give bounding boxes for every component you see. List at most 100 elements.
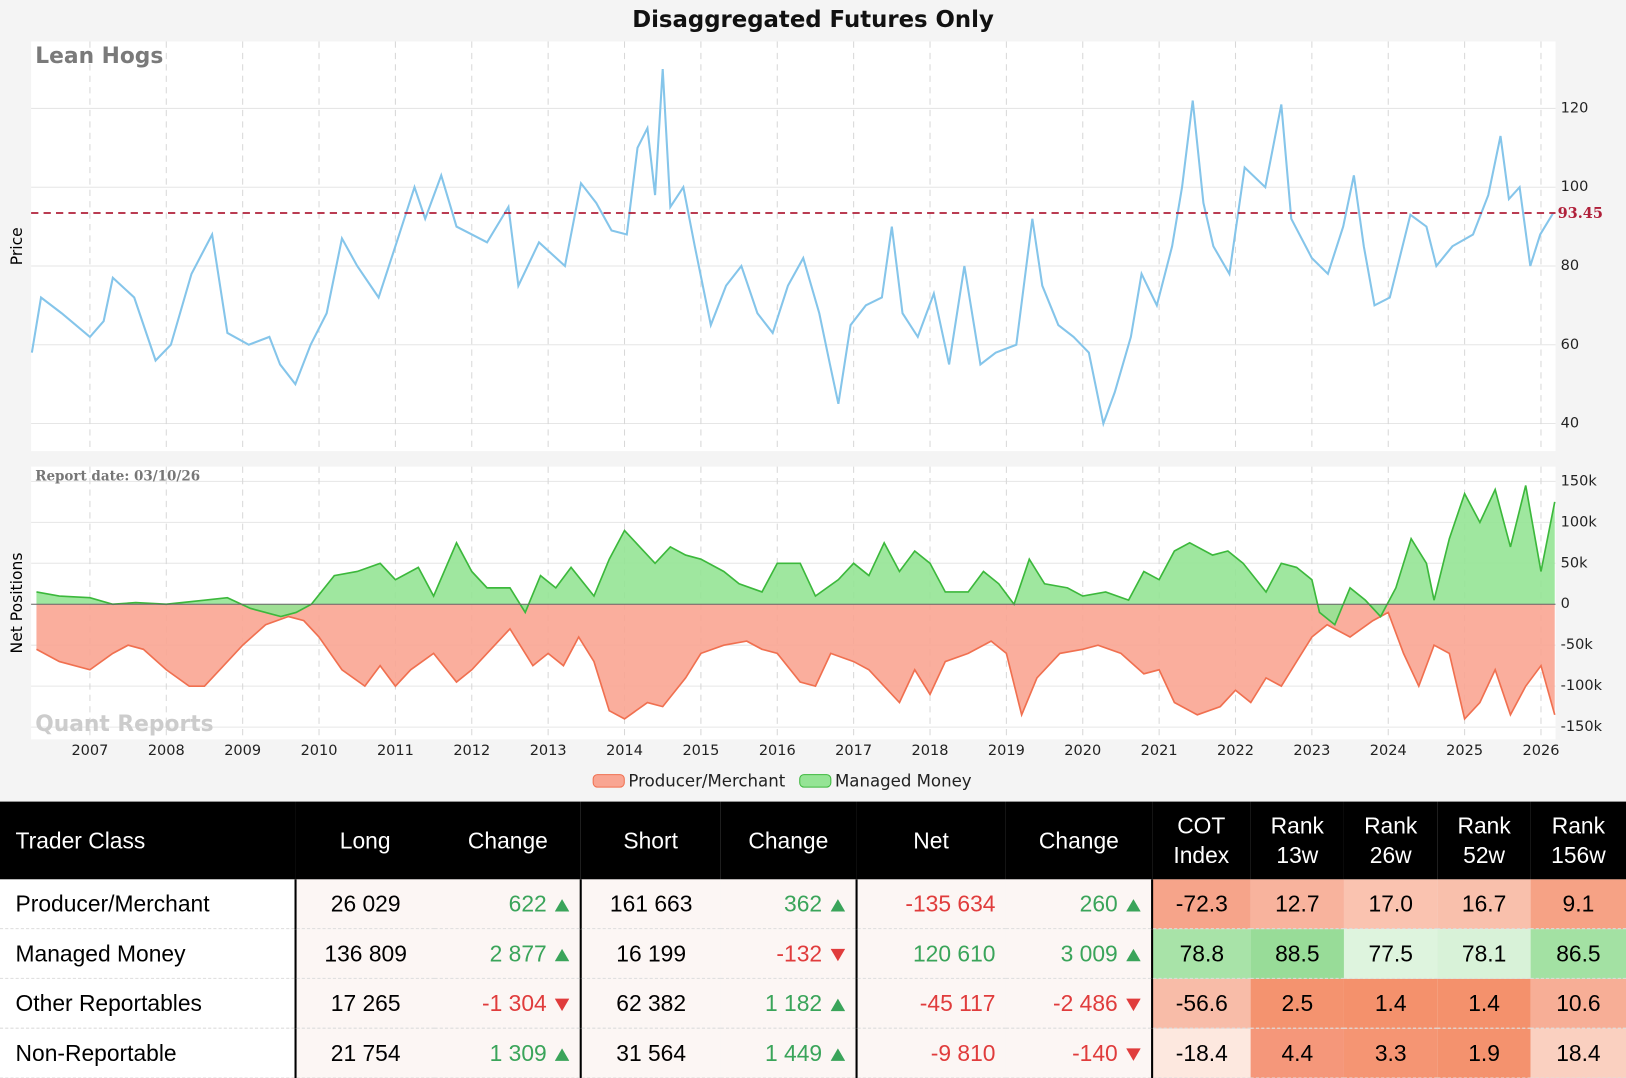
- cell-text: 1 182: [764, 989, 823, 1016]
- cell-text: 1.9: [1468, 1039, 1500, 1066]
- table-cell: 26 029: [295, 879, 435, 930]
- arrow-shape: [1126, 998, 1141, 1011]
- cell-text: -140: [1072, 1039, 1118, 1066]
- table-cell: 161 663: [580, 879, 721, 930]
- table-cell: 120 610: [856, 928, 1006, 979]
- y-tick-label: 60: [1561, 337, 1579, 353]
- reference-label: 93.45: [1558, 205, 1603, 222]
- x-tick-label: 2014: [606, 743, 643, 759]
- y-tick-label: 150k: [1561, 473, 1598, 489]
- header-cell: Trader Class: [0, 801, 296, 880]
- plot-area: [31, 41, 1556, 452]
- cell-text: 161 663: [609, 890, 693, 917]
- cell-text: 10.6: [1556, 989, 1601, 1016]
- table-cell: 77.5: [1344, 928, 1438, 979]
- table-cell: 18.4: [1530, 1028, 1626, 1078]
- table-cell: -56.6: [1151, 978, 1251, 1029]
- cell-text: Producer/Merchant: [15, 890, 210, 917]
- table-cell: 88.5: [1250, 928, 1345, 979]
- cell-text: 18.4: [1556, 1039, 1601, 1066]
- arrow-shape: [555, 898, 570, 912]
- cell-text: 31 564: [616, 1039, 687, 1066]
- table-cell: Producer/Merchant: [0, 879, 297, 930]
- up-arrow: [830, 898, 845, 912]
- charts: Disaggregated Futures Only 40 60 80 100 120 P…: [8, 7, 1603, 790]
- positions-table: Trader Class Long Change Short Change Net Chan…: [0, 801, 1626, 1078]
- table-cell: 622: [434, 879, 582, 930]
- table-cell: -18.4: [1151, 1028, 1251, 1078]
- cell-text: 9.1: [1562, 890, 1595, 917]
- x-tick-label: 2025: [1446, 743, 1483, 759]
- cell-text: 3.3: [1374, 1039, 1407, 1066]
- header-cell: Net: [856, 801, 1006, 880]
- table-cell: Managed Money: [0, 928, 297, 979]
- up-arrow: [830, 998, 845, 1011]
- y-tick-label: 0: [1561, 596, 1570, 612]
- cell-text: 2.5: [1281, 989, 1314, 1016]
- header-cell: Rank 52w: [1437, 801, 1531, 880]
- table-cell: 86.5: [1530, 928, 1626, 979]
- down-arrow: [555, 998, 570, 1011]
- y-tick-label: 80: [1561, 258, 1579, 274]
- table-cell: 362: [720, 879, 858, 930]
- header-cell: COT Index: [1151, 801, 1251, 880]
- table-cell: 62 382: [580, 978, 721, 1029]
- table-cell: Other Reportables: [0, 978, 297, 1029]
- cell-text: 136 809: [324, 940, 407, 966]
- table-cell: Non-Reportable: [0, 1028, 297, 1078]
- table-cell: 136 809: [295, 928, 435, 979]
- cell-text: 1.4: [1468, 989, 1500, 1016]
- cell-text: -135 634: [905, 890, 996, 917]
- table-row: Producer/Merchant 26 029 622 161 663 362 -135…: [0, 879, 1626, 930]
- table-cell: 4.4: [1250, 1028, 1345, 1078]
- cell-text: -132: [776, 940, 823, 966]
- arrow-shape: [555, 1047, 570, 1061]
- x-tick-label: 2011: [377, 743, 414, 759]
- table-cell: 10.6: [1530, 978, 1626, 1029]
- legend-label: Managed Money: [835, 771, 972, 790]
- y-axis-label: Price: [8, 227, 26, 265]
- table-cell: 21 754: [295, 1028, 435, 1078]
- legend-label: Producer/Merchant: [628, 771, 785, 790]
- y-tick-label: 100k: [1561, 514, 1598, 530]
- header-cell: Change: [1005, 801, 1152, 880]
- cell-text: Non-Reportable: [15, 1039, 177, 1066]
- x-tick-label: 2008: [148, 743, 185, 759]
- x-tick-label: 2017: [835, 743, 872, 759]
- table-cell: -72.3: [1151, 879, 1251, 930]
- table-cell: 2 877: [434, 928, 582, 979]
- x-tick-label: 2022: [1217, 743, 1254, 759]
- chart-subtitle: Lean Hogs: [35, 44, 163, 69]
- table-cell: 16.7: [1437, 879, 1531, 930]
- arrow-shape: [830, 948, 845, 961]
- down-arrow: [830, 948, 845, 961]
- cell-text: 3 009: [1060, 940, 1118, 966]
- table-cell: 17.0: [1344, 879, 1438, 930]
- x-tick-label: 2024: [1370, 743, 1407, 759]
- y-tick-label: -100k: [1561, 678, 1603, 694]
- arrow-shape: [1126, 898, 1141, 912]
- up-arrow: [830, 1047, 845, 1061]
- header-cell: Change: [720, 801, 857, 880]
- cell-text: -2 486: [1053, 989, 1118, 1016]
- table-cell: 78.1: [1437, 928, 1531, 979]
- up-arrow: [1126, 948, 1141, 961]
- table-cell: -45 117: [856, 978, 1006, 1029]
- cell-text: 21 754: [330, 1039, 401, 1066]
- chart-title: Disaggregated Futures Only: [632, 7, 994, 33]
- table-cell: 17 265: [295, 978, 435, 1029]
- table-cell: 31 564: [580, 1028, 721, 1078]
- table-cell: 3 009: [1005, 928, 1153, 979]
- table-cell: -1 304: [434, 978, 582, 1029]
- cell-text: 1.4: [1374, 989, 1407, 1016]
- table-cell: 1 449: [720, 1028, 858, 1078]
- down-arrow: [1126, 998, 1141, 1011]
- arrow-shape: [830, 898, 845, 912]
- x-tick-label: 2009: [224, 743, 261, 759]
- cell-text: 62 382: [616, 989, 687, 1016]
- table-cell: 9.1: [1530, 879, 1626, 930]
- header-cell: Rank 26w: [1344, 801, 1438, 880]
- cell-text: 16 199: [616, 940, 687, 966]
- up-arrow: [1126, 898, 1141, 912]
